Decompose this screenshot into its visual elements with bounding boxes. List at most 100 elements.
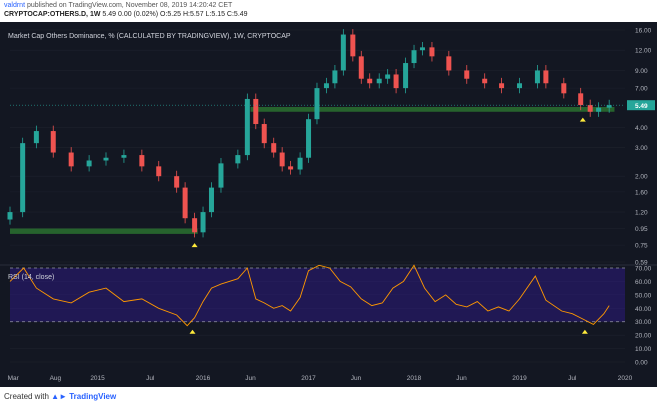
price-tick-label: 0.59 [635,260,648,267]
author-name[interactable]: valdrnt [4,2,26,9]
candle [464,70,470,79]
rsi-tick-label: 70.00 [635,266,652,273]
triangle-marker-icon [191,243,198,248]
candle [50,131,56,153]
candle [121,155,127,158]
candle [340,34,346,71]
price-tick-label: 1.60 [635,189,648,196]
candle [578,93,584,106]
support-zone [10,228,198,234]
ohlc-values: 5.49 0.00 (0.02%) O:5.25 H:5.57 L:5.15 C… [102,11,248,18]
price-candles [7,29,625,238]
triangle-marker-icon [581,329,588,334]
rsi-tick-label: 50.00 [635,292,652,299]
candle [279,152,285,167]
rsi-line [9,264,610,327]
rsi-tick-label: 30.00 [635,319,652,326]
price-tick-label: 9.00 [635,68,648,75]
footer: Created with ▲► TradingView [0,387,657,407]
price-tick-label: 0.75 [635,243,648,250]
candle [68,152,74,167]
last-price-tag [627,100,655,111]
rsi-tick-label: 20.00 [635,333,652,340]
candle [200,212,206,233]
rsi-tick-label: 10.00 [635,346,652,353]
x-tick-label: 2019 [512,375,527,382]
triangle-marker-icon [189,329,196,334]
chart-canvas[interactable]: 16.00 12.00 9.00 7.00 4.00 3.00 2.00 1.60 1.20 0.… [0,22,657,387]
x-tick-label: 2016 [196,375,211,382]
support-zones [10,107,615,234]
candle [419,47,425,51]
support-zone [250,107,615,112]
candle [358,56,364,79]
x-tick-label: Jul [146,375,155,382]
candle [411,50,417,64]
created-with: Created with ▲► TradingView [4,392,116,401]
axes: 16.00 12.00 9.00 7.00 4.00 3.00 2.00 1.60 1.20 0.… [8,28,655,382]
triangle-marker-icon [579,117,586,122]
price-tick-label: 4.00 [635,125,648,132]
candle [297,157,303,170]
candle [350,34,356,57]
candle [534,70,540,84]
price-tick-label: 7.00 [635,86,648,93]
candle [561,83,567,94]
rsi-line-group [9,264,610,327]
tradingview-brand[interactable]: TradingView [69,392,117,401]
candle [288,166,294,170]
candle [7,212,13,220]
candle [332,70,338,84]
rsi-tick-label: 60.00 [635,279,652,286]
x-tick-label: Mar [8,375,20,382]
candle [606,105,612,108]
x-tick-label: Jun [456,375,467,382]
publish-line: valdrnt published on TradingView.com, No… [4,2,232,9]
last-price-label: 5.49 [635,103,648,110]
candle [208,187,214,213]
rsi-title: RSI (14, close) [8,274,54,281]
candle [314,88,320,120]
x-tick-label: Jun [245,375,256,382]
candle [33,131,39,144]
candle [192,218,198,233]
price-tick-label: 0.95 [635,226,648,233]
markers [189,117,588,334]
price-tick-label: 2.00 [635,174,648,181]
price-tick-label: 3.00 [635,145,648,152]
candle [587,105,593,112]
x-tick-label: 2020 [618,375,633,382]
candle [403,63,409,89]
candle [86,160,92,167]
candle [103,157,109,161]
candle [271,143,277,153]
candle [253,98,259,125]
candle [596,107,602,112]
price-tick-label: 16.00 [635,28,652,35]
candle [235,155,241,164]
x-tick-label: Jul [568,375,577,382]
candle [20,143,26,213]
x-tick-label: 2017 [301,375,316,382]
candle [139,155,145,167]
rsi-tick-label: 0.00 [635,360,648,367]
candle [446,56,452,71]
candle [376,78,382,84]
candle [393,74,399,89]
tradingview-logo-icon[interactable]: ▲► [51,392,67,401]
rsi-band [10,267,625,323]
chart-panel[interactable]: 16.00 12.00 9.00 7.00 4.00 3.00 2.00 1.60 1.20 0.… [0,22,657,387]
candle [517,83,523,89]
candle [367,78,373,84]
x-tick-label: Jun [351,375,362,382]
x-tick-label: 2018 [407,375,422,382]
symbol-label: CRYPTOCAP:OTHERS.D, 1W [4,11,101,18]
chart-header: valdrnt published on TradingView.com, No… [0,0,657,22]
candle [182,187,188,219]
x-tick-label: Aug [50,375,62,382]
rsi-tick-label: 40.00 [635,306,652,313]
created-with-text: Created with [4,392,49,401]
candle [499,83,505,89]
price-tick-label: 1.20 [635,210,648,217]
price-tick-label: 12.00 [635,48,652,55]
